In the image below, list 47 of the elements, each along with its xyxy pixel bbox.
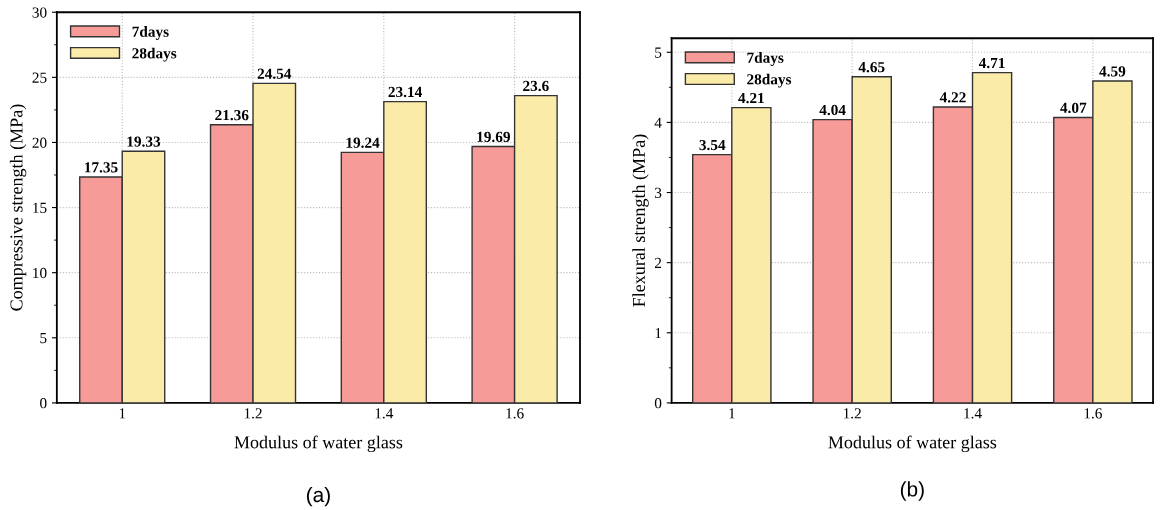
x-tick-label: 1 (729, 408, 735, 419)
y-tick-label: 0 (40, 398, 47, 409)
y-tick-label: 3 (655, 187, 662, 198)
data-label: 4.07 (1060, 102, 1087, 114)
legend-label: 28days (132, 47, 177, 62)
x-tick-label: 1.4 (964, 408, 982, 419)
y-tick-label: 5 (40, 333, 47, 344)
data-label: 19.33 (127, 136, 161, 147)
data-label: 4.04 (819, 104, 846, 116)
x-tick-label: 1.2 (843, 408, 861, 419)
y-axis-title: Compressive strength (MPa) (9, 104, 27, 311)
y-tick-label: 20 (32, 137, 47, 148)
data-label: 4.59 (1099, 66, 1126, 77)
text: (a) (306, 486, 330, 507)
data-label: 4.71 (978, 57, 1005, 69)
x-tick-label: 1.2 (244, 408, 262, 419)
x-tick-label: 1.6 (506, 408, 524, 419)
data-label: 17.35 (85, 162, 118, 173)
y-tick-label: 0 (654, 398, 662, 409)
y-tick-label: 10 (33, 267, 47, 279)
data-label: 21.36 (215, 109, 249, 121)
data-label: 19.69 (477, 131, 510, 143)
legend-label: 7days (747, 52, 784, 66)
data-label: 19.24 (346, 137, 380, 148)
x-tick-label: 1.6 (1084, 408, 1102, 419)
x-tick-label: 1.4 (375, 408, 394, 419)
y-axis-title: Flexural strength (MPa) (632, 134, 649, 307)
data-label: 3.54 (699, 139, 726, 151)
y-tick-label: 5 (655, 47, 662, 58)
y-tick-label: 4 (654, 117, 662, 128)
y-tick-label: 2 (654, 257, 662, 268)
data-label: 23.14 (388, 86, 422, 98)
data-label: 4.65 (858, 62, 885, 73)
y-tick-label: 25 (32, 72, 47, 83)
x-tick-label: 1 (119, 408, 126, 419)
legend-label: 7days (132, 26, 169, 40)
x-axis-title: Modulus of water glass (234, 435, 403, 453)
data-label: 4.22 (939, 92, 966, 103)
y-tick-label: 15 (33, 202, 47, 214)
y-tick-label: 30 (32, 7, 47, 18)
y-tick-label: 1 (655, 327, 661, 339)
data-label: 24.54 (257, 68, 292, 79)
text: (b) (900, 481, 924, 501)
legend-label: 28days (747, 73, 792, 88)
x-axis-title: Modulus of water glass (828, 435, 997, 453)
data-label: 23.6 (523, 80, 549, 92)
data-label: 4.21 (738, 92, 764, 104)
